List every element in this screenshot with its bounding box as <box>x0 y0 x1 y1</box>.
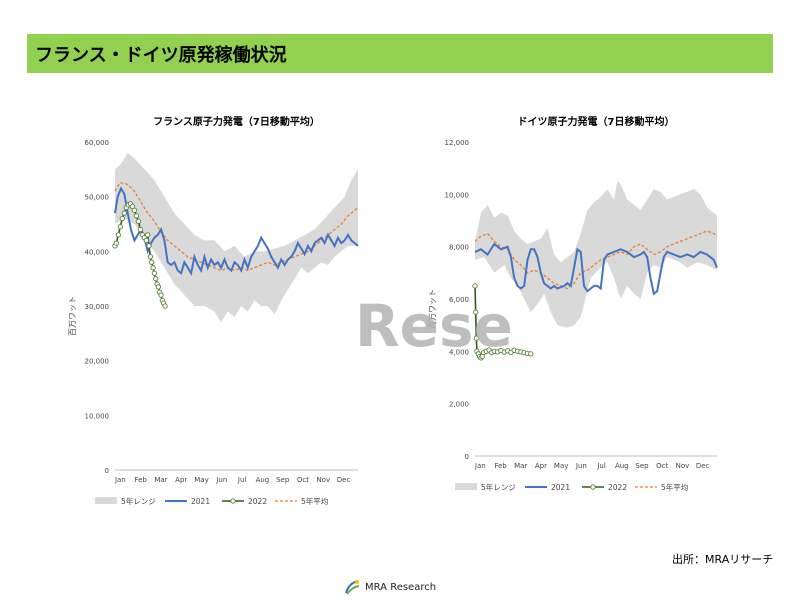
source-note: 出所：MRAリサーチ <box>672 553 774 566</box>
germany-y-axis-label: 百万ワット <box>428 289 437 329</box>
germany-point-2022 <box>473 309 479 315</box>
france-point-2022 <box>149 259 155 265</box>
france-point-2022 <box>121 210 127 216</box>
france-y-tick-label: 30,000 <box>85 303 110 311</box>
france-x-tick-label: Feb <box>134 476 147 484</box>
page-title: フランス・ドイツ原発稼働状況 <box>35 45 287 66</box>
france-chart-title: フランス原子力発電（7日移動平均） <box>153 115 320 128</box>
germany-x-tick-label: Sep <box>635 462 649 470</box>
germany-x-tick-label: Aug <box>615 462 629 470</box>
france-y-tick-label: 20,000 <box>85 358 110 366</box>
france-series-2021 <box>114 186 359 276</box>
france-x-tick-label: Sep <box>276 476 290 484</box>
germany-legend-label: 5年レンジ <box>481 482 516 492</box>
france-point-2022 <box>151 270 158 276</box>
germany-legend-swatch-range <box>455 483 477 490</box>
france-y-tick-label: 40,000 <box>85 248 110 256</box>
france-series-5yr-range <box>115 152 358 323</box>
germany-point-2022 <box>528 351 534 357</box>
france-point-2022 <box>150 265 156 271</box>
germany-chart: ドイツ原子力発電（7日移動平均） 0 2,000 4,000 6,000 8,000 10,… <box>428 115 718 492</box>
germany-y-tick-label: 2,000 <box>449 401 469 409</box>
germany-y-tick-label: 4,000 <box>449 348 469 356</box>
germany-y-tick-label: 6,000 <box>449 296 469 304</box>
germany-x-tick-label: Nov <box>676 462 690 470</box>
france-point-2022 <box>133 213 140 219</box>
germany-y-tick-label: 8,000 <box>449 244 469 252</box>
france-y-tick-label: 50,000 <box>85 194 110 202</box>
germany-x-tick-label: May <box>554 462 568 470</box>
france-point-2022 <box>162 303 168 309</box>
germany-x-tick-label: Jun <box>575 462 587 470</box>
france-chart: フランス原子力発電（7日移動平均） 0 10,000 20,000 30,000 40,0… <box>68 115 359 506</box>
france-x-tick-label: Nov <box>316 476 330 484</box>
france-legend-marker-2022 <box>230 498 236 504</box>
header-bar: フランス・ドイツ原発稼働状況 <box>27 34 773 73</box>
germany-legend-marker-2022 <box>590 484 596 490</box>
france-y-axis-label: 百万ワット <box>68 296 77 336</box>
france-point-2022 <box>146 243 152 249</box>
france-legend-swatch-range <box>95 497 117 504</box>
france-x-tick-label: Mar <box>154 476 167 484</box>
germany-y-tick-label: 12,000 <box>445 139 470 147</box>
france-x-tick-label: Jun <box>215 476 227 484</box>
france-point-2022 <box>145 232 151 238</box>
france-y-tick-label: 60,000 <box>85 139 110 147</box>
germany-chart-title: ドイツ原子力発電（7日移動平均） <box>518 115 675 128</box>
germany-x-tick-label: Apr <box>535 462 547 470</box>
france-y-tick-label: 10,000 <box>85 412 110 420</box>
france-legend-label: 2021 <box>191 497 210 506</box>
germany-series-5yr-range <box>475 181 717 328</box>
germany-point-2022 <box>472 283 478 289</box>
germany-series-2021 <box>474 242 718 296</box>
germany-x-tick-label: Dec <box>696 462 710 470</box>
germany-x-tick-label: Feb <box>494 462 507 470</box>
france-x-tick-label: Jan <box>114 476 126 484</box>
france-x-tick-label: Dec <box>337 476 351 484</box>
france-point-2022 <box>155 284 162 290</box>
france-point-2022 <box>153 276 159 282</box>
france-point-2022 <box>137 226 144 233</box>
france-point-2022 <box>115 232 121 238</box>
france-point-2022 <box>119 215 125 222</box>
france-legend-label: 2022 <box>248 497 267 506</box>
france-x-tick-label: Oct <box>297 476 309 484</box>
france-x-tick-label: Aug <box>256 476 270 484</box>
france-point-2022 <box>113 240 119 246</box>
germany-point-2022 <box>473 335 479 341</box>
france-point-2022 <box>117 224 123 230</box>
france-x-tick-label: Apr <box>175 476 187 484</box>
germany-x-tick-label: Mar <box>514 462 527 470</box>
france-point-2022 <box>131 207 138 213</box>
france-y-tick-label: 0 <box>105 467 109 475</box>
france-point-2022 <box>143 237 150 244</box>
france-point-2022 <box>158 292 164 298</box>
germany-y-tick-label: 0 <box>465 453 469 461</box>
germany-x-tick-label: Jan <box>474 462 486 470</box>
france-point-2022 <box>135 218 142 224</box>
france-x-tick-label: May <box>194 476 208 484</box>
germany-legend-label: 5年平均 <box>661 482 688 492</box>
france-x-tick-label: Jul <box>237 476 247 484</box>
germany-legend-label: 2022 <box>608 483 627 492</box>
logo-text: MRA Research <box>365 581 437 593</box>
mra-logo-icon <box>345 580 360 595</box>
footer-logo: MRA Research <box>343 578 436 596</box>
watermark: Rese <box>355 292 513 360</box>
germany-legend-label: 2021 <box>551 483 570 492</box>
france-point-2022 <box>147 254 154 260</box>
germany-x-tick-label: Oct <box>656 462 668 470</box>
germany-x-tick-label: Jul <box>596 462 606 470</box>
france-legend-label: 5年レンジ <box>121 496 156 506</box>
france-legend-label: 5年平均 <box>301 496 328 506</box>
germany-y-tick-label: 10,000 <box>445 191 470 199</box>
